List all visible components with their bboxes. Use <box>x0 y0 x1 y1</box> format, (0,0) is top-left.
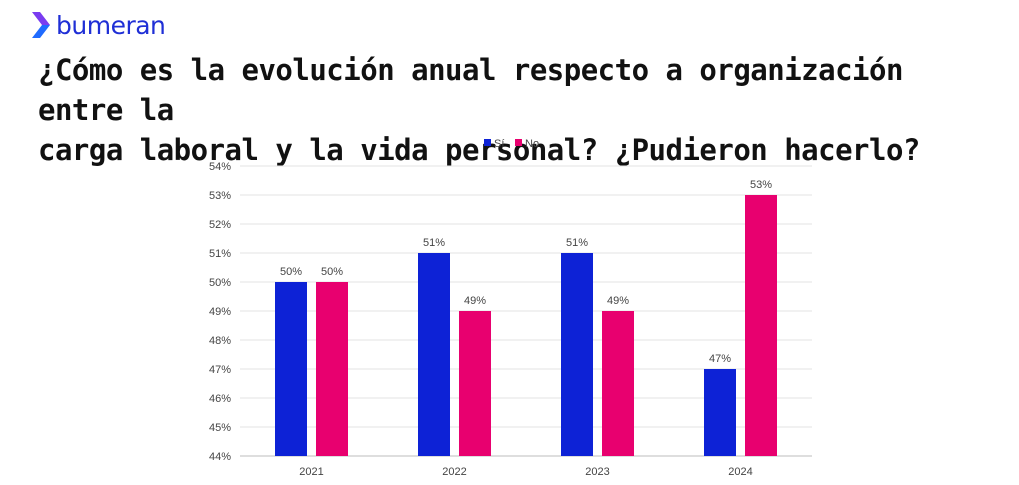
x-axis-ticks: 2021 2022 2023 2024 <box>299 466 752 478</box>
y-tick-label: 49% <box>209 306 231 318</box>
chart-bars <box>275 195 777 456</box>
data-label: 51% <box>566 237 588 249</box>
data-label: 51% <box>423 237 445 249</box>
bar-si-2023 <box>561 253 593 456</box>
page-title: ¿Cómo es la evolución anual respecto a o… <box>38 50 998 170</box>
legend-swatch-no <box>515 139 522 146</box>
data-label: 47% <box>709 353 731 365</box>
data-label: 49% <box>607 295 629 307</box>
y-tick-label: 46% <box>209 393 231 405</box>
bar-si-2022 <box>418 253 450 456</box>
data-label: 50% <box>280 266 302 278</box>
data-label: 53% <box>750 179 772 191</box>
y-axis-ticks: 44% 45% 46% 47% 48% 49% 50% 51% 52% 53% 54% <box>209 161 231 463</box>
legend-swatch-si <box>484 139 491 146</box>
y-tick-label: 51% <box>209 248 231 260</box>
bar-si-2021 <box>275 282 307 456</box>
bar-no-2022 <box>459 311 491 456</box>
brand-logo: bumeran <box>30 8 166 42</box>
y-tick-label: 54% <box>209 161 231 173</box>
bar-no-2023 <box>602 311 634 456</box>
x-tick-label: 2024 <box>728 466 752 478</box>
brand-name: bumeran <box>56 10 166 40</box>
y-tick-label: 47% <box>209 364 231 376</box>
y-tick-label: 48% <box>209 335 231 347</box>
x-tick-label: 2023 <box>585 466 609 478</box>
chart-legend: Sí No <box>484 138 539 150</box>
bar-no-2021 <box>316 282 348 456</box>
legend-label: Sí <box>494 138 504 150</box>
legend-label: No <box>525 138 539 150</box>
x-tick-label: 2022 <box>442 466 466 478</box>
bar-si-2024 <box>704 369 736 456</box>
y-tick-label: 52% <box>209 219 231 231</box>
data-label: 49% <box>464 295 486 307</box>
y-tick-label: 50% <box>209 277 231 289</box>
x-tick-label: 2021 <box>299 466 323 478</box>
data-labels: 50% 50% 51% 49% 51% 49% 47% 53% <box>280 179 772 365</box>
y-tick-label: 53% <box>209 190 231 202</box>
y-tick-label: 44% <box>209 451 231 463</box>
bar-no-2024 <box>745 195 777 456</box>
data-label: 50% <box>321 266 343 278</box>
y-tick-label: 45% <box>209 422 231 434</box>
bumeran-logo-icon <box>32 12 50 38</box>
title-line-2: carga laboral y la vida personal? ¿Pudie… <box>38 133 920 167</box>
title-line-1: ¿Cómo es la evolución anual respecto a o… <box>38 53 903 127</box>
